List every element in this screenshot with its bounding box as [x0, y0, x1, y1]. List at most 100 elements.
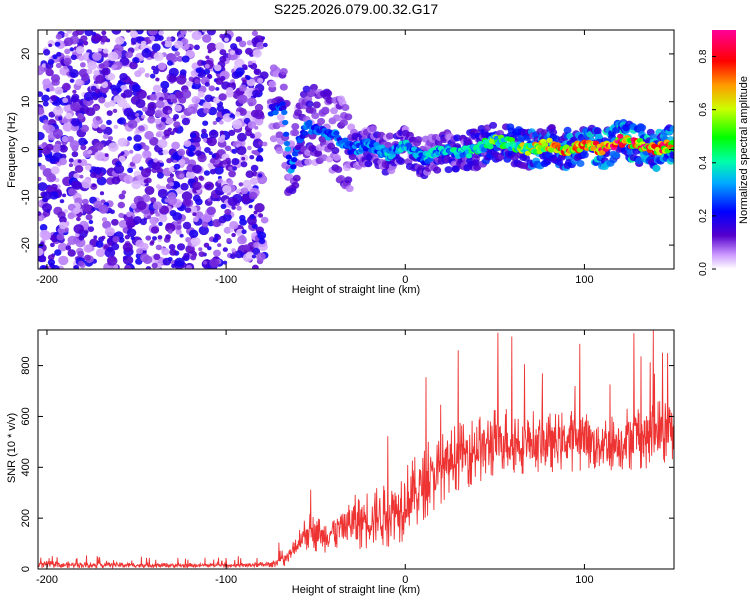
heatmap-cell: [149, 216, 159, 225]
heatmap-cell: [324, 89, 333, 97]
heatmap-cell: [94, 91, 102, 99]
heatmap-cell: [48, 43, 53, 48]
heatmap-cell: [253, 109, 264, 120]
heatmap-cell: [593, 127, 602, 135]
heatmap-cell: [102, 48, 109, 54]
heatmap-cell: [638, 124, 647, 132]
heatmap-cell: [268, 80, 277, 88]
heatmap-cell: [147, 101, 157, 111]
heatmap-cell: [131, 180, 142, 190]
heatmap-cell: [47, 254, 55, 261]
heatmap-cell: [208, 151, 213, 156]
heatmap-cell: [200, 60, 207, 66]
heatmap-cell: [251, 30, 258, 37]
heatmap-cell: [168, 166, 175, 172]
heatmap-cell: [98, 96, 106, 104]
heatmap-cell: [79, 174, 84, 179]
heatmap-cell: [194, 142, 201, 148]
heatmap-cell: [101, 30, 107, 36]
heatmap-cell: [134, 70, 142, 78]
heatmap-cell: [345, 185, 354, 193]
heatmap-cell: [202, 120, 209, 126]
heatmap-cell: [111, 30, 122, 35]
heatmap-cell: [151, 160, 162, 170]
heatmap-cell: [202, 101, 212, 110]
heatmap-cell: [39, 265, 47, 269]
snr-panel: -200 -100 0 100 0 200 400 600 800 Height of stra…: [6, 329, 675, 596]
heatmap-cell: [158, 30, 165, 36]
heatmap-cell: [183, 44, 190, 49]
heatmap-cell: [256, 252, 266, 262]
heatmap-cell: [214, 166, 224, 175]
heatmap-cell: [220, 76, 226, 81]
heatmap-cell: [113, 124, 119, 129]
heatmap-cell: [489, 121, 498, 129]
heatmap-cell: [95, 74, 106, 84]
heatmap-cell: [121, 190, 127, 195]
heatmap-cell: [51, 144, 61, 153]
heatmap-cell: [218, 93, 227, 101]
heatmap-cell: [231, 158, 240, 166]
heatmap-cell: [142, 106, 148, 112]
heatmap-cell: [222, 260, 228, 265]
heatmap-cell: [291, 123, 300, 130]
heatmap-cell: [93, 69, 100, 76]
heatmap-cell: [150, 226, 160, 234]
heatmap-cell: [161, 87, 168, 93]
heatmap-cell: [172, 127, 178, 133]
heatmap-cell: [195, 150, 202, 157]
heatmap-cell: [451, 165, 460, 173]
heatmap-cell: [154, 110, 163, 118]
heatmap-cell: [136, 89, 147, 100]
heatmap-cell: [62, 122, 73, 132]
heatmap-cell: [201, 30, 208, 33]
heatmap-cell: [123, 174, 134, 184]
heatmap-cell: [54, 41, 61, 47]
colorbar-tick-label: 0.0: [698, 262, 709, 276]
heatmap-cell: [153, 158, 159, 163]
heatmap-cell: [228, 129, 236, 136]
heatmap-cell: [127, 224, 133, 230]
heatmap-cell: [223, 226, 232, 234]
heatmap-cell: [291, 151, 299, 157]
heatmap-cell: [38, 91, 43, 97]
heatmap-cell: [57, 242, 68, 252]
heatmap-cell: [177, 148, 186, 156]
heatmap-cell: [165, 234, 171, 240]
heatmap-cell: [549, 128, 558, 136]
heatmap-cell: [179, 233, 184, 238]
heatmap-cell: [127, 119, 138, 129]
heatmap-cell: [150, 197, 157, 203]
heatmap-cell: [117, 98, 128, 108]
heatmap-cell: [325, 96, 334, 104]
heatmap-cell: [217, 179, 222, 184]
snr-ticks: -200 -100 0 100 0 200 400 600 800: [20, 330, 674, 586]
heatmap-cell: [229, 228, 234, 233]
heatmap-cell: [192, 212, 197, 217]
heatmap-cell: [152, 236, 157, 241]
heatmap-cell: [241, 156, 246, 161]
heatmap-cell: [201, 221, 209, 228]
heatmap-cell: [145, 266, 152, 269]
heatmap-cell: [80, 144, 87, 151]
heatmap-cell: [181, 38, 189, 45]
heatmap-cell: [246, 215, 257, 226]
heatmap-cell: [68, 163, 74, 168]
heatmap-cell: [149, 93, 157, 101]
heatmap-cell: [242, 244, 251, 251]
heatmap-cell: [548, 147, 555, 153]
heatmap-cell: [669, 152, 674, 159]
heatmap-cell: [69, 140, 80, 150]
heatmap-cell: [170, 131, 175, 136]
heatmap-cell: [107, 73, 116, 81]
heatmap-cell: [157, 188, 168, 199]
heatmap-cell: [207, 106, 218, 116]
heatmap-cell: [280, 105, 287, 111]
heatmap-cell: [38, 146, 43, 155]
heatmap-cell: [62, 82, 71, 91]
heatmap-cell: [239, 218, 248, 226]
y-tick-label: 400: [20, 458, 32, 476]
heatmap-cell: [127, 136, 132, 141]
heatmap-cell: [231, 205, 236, 210]
